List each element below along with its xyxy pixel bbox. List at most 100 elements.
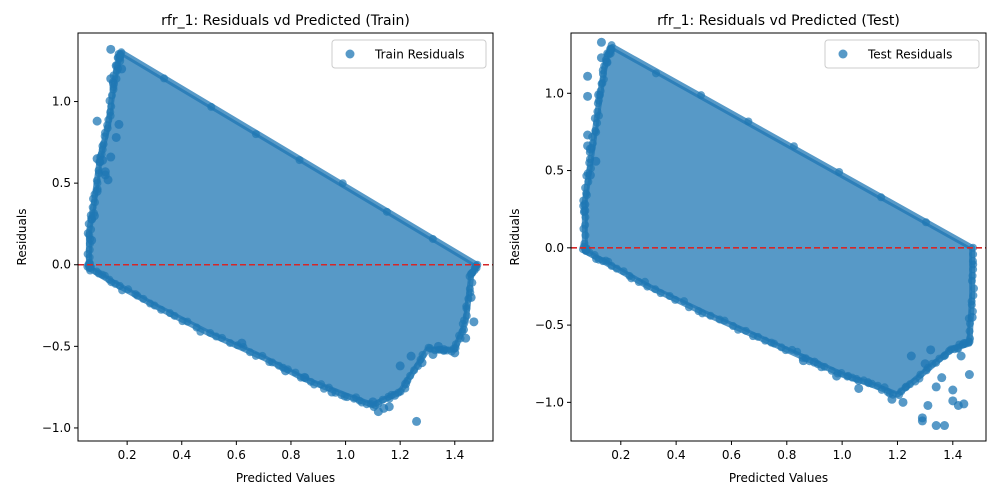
residual-point [117,48,126,57]
panel-0: 0.2 0.4 0.6 0.8 1.0 1.2 1.4 −1.0 −0.5 0.0 0.5 1.0 rf… [15,13,494,485]
residual-point [92,186,102,196]
y-tick-label: −0.5 [42,339,71,353]
residual-point [384,402,394,412]
residual-point [917,416,927,426]
residual-point [895,391,904,400]
residual-point [926,345,936,355]
residual-point [160,74,169,83]
legend-box [331,39,487,69]
residual-point [937,373,947,383]
residual-point [656,289,665,298]
residual-point [948,396,958,406]
residual-point [965,327,974,336]
residual-point [843,372,852,381]
residual-point [749,332,758,341]
residual-point [788,345,797,354]
y-tick-label: 1.0 [52,95,71,109]
chart-title: rfr_1: Residuals vd Predicted (Train) [161,13,410,29]
residual-point [165,309,174,318]
residual-point [959,339,969,349]
x-tick-label: 1.0 [833,448,852,462]
x-tick-label: 0.8 [777,448,796,462]
residual-point [92,176,101,185]
residual-point [338,179,347,188]
y-tick-label: −1.0 [42,421,71,435]
residual-point [877,193,886,202]
y-tick-label: −1.0 [535,395,564,409]
residual-point [103,175,113,185]
residual-point [585,170,595,180]
y-tick-label: −0.5 [535,318,564,332]
residual-point [468,278,477,287]
residual-point [108,79,118,89]
residual-point [969,250,978,259]
residual-point [94,166,103,175]
y-tick-label: 0.0 [545,241,564,255]
residual-point [450,348,460,358]
residual-point [412,416,422,426]
legend-box [824,39,980,69]
residual-point [967,276,976,285]
residual-point [317,380,326,389]
residual-point [89,211,99,221]
residual-point [581,183,590,192]
plot-area [83,44,482,426]
residual-point [593,107,602,116]
residual-point [964,370,974,380]
residual-point [619,267,628,276]
residual-point [291,368,300,377]
residual-point [581,231,590,240]
residual-point [428,350,438,360]
y-tick-label: 1.0 [545,86,564,100]
residual-point [428,234,437,243]
residual-point [922,366,931,375]
residual-point [106,44,116,54]
residual-point [85,245,94,254]
residual-point [969,243,978,252]
legend-label: Test Residuals [867,48,952,62]
residual-point [767,338,776,347]
legend: Train Residuals [331,39,487,69]
residual-point [680,297,689,306]
x-tick-label: 0.6 [722,448,741,462]
residual-point [651,285,660,294]
residual-point [192,323,201,332]
residual-point [237,338,247,348]
residual-point [258,351,267,360]
residual-point [591,126,600,135]
residual-point [671,295,680,304]
x-tick-label: 0.2 [118,448,137,462]
residual-point [835,167,844,176]
residual-point [580,200,590,210]
residual-point [124,285,133,294]
panel-1: 0.2 0.4 0.6 0.8 1.0 1.2 1.4 −1.0 −0.5 0.0 0.5 1.0 rf… [508,13,987,485]
residual-point [967,300,976,309]
residual-point [98,155,108,165]
residual-point [131,290,140,299]
legend-marker [345,49,355,59]
residual-point [744,117,753,126]
residual-point [798,356,808,366]
residual-point [178,317,187,326]
residual-point [887,394,897,404]
residual-point [107,91,116,100]
residual-point [652,69,661,78]
residual-point [922,218,931,227]
residual-point [634,278,643,287]
residual-point [809,357,819,367]
residual-point [433,341,443,351]
residual-point [406,351,416,361]
residual-point [854,383,864,393]
x-axis-label: Predicted Values [729,471,828,485]
residual-point [395,361,405,371]
x-tick-label: 0.6 [227,448,246,462]
residual-point [715,315,724,324]
residual-point [295,156,304,165]
residual-point [281,366,290,376]
residual-point [607,41,616,50]
y-tick-label: 0.5 [545,164,564,178]
residual-point [401,379,411,389]
residual-point [940,421,949,431]
residual-point [741,326,750,335]
